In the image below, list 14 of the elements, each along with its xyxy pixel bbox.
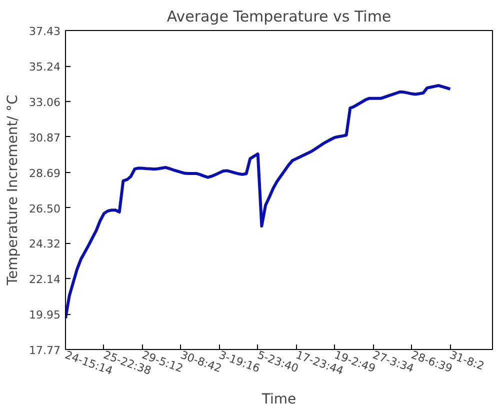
y-tick-label: 17.77 [29,344,61,357]
y-tick-label: 28.69 [29,166,61,180]
y-tick-label: 24.32 [29,238,61,251]
y-tick-label: 22.14 [29,273,61,286]
x-axis-title: Time [260,392,296,408]
chart-title: Average Temperature vs Time [166,8,392,26]
y-tick-label: 33.06 [29,96,61,109]
y-tick-label: 35.24 [29,60,61,74]
y-tick-label: 30.87 [29,131,61,144]
y-tick-label: 19.95 [29,308,61,322]
y-tick-label: 37.43 [29,25,61,38]
line-series [66,84,452,320]
y-tick-label: 26.50 [29,202,61,216]
y-axis-title: Temperature Increment/ °C [5,94,22,286]
